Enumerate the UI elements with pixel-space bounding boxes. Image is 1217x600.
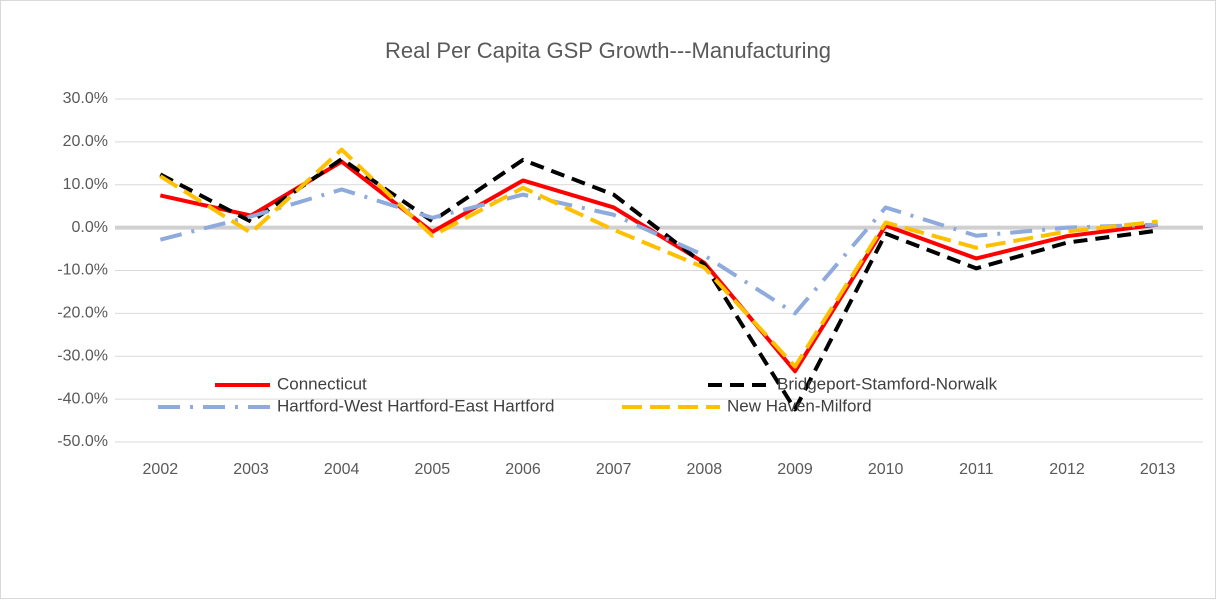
y-tick-label: 20.0% <box>63 133 108 150</box>
x-tick-label: 2004 <box>324 461 360 478</box>
series-line <box>159 147 1158 369</box>
legend-label: Connecticut <box>277 374 367 393</box>
y-tick-label: -30.0% <box>57 347 108 364</box>
series-line <box>159 157 1158 412</box>
y-tick-label: 10.0% <box>63 176 108 193</box>
y-tick-label: -50.0% <box>57 433 108 450</box>
y-tick-label: -20.0% <box>57 305 108 322</box>
x-tick-label: 2009 <box>777 461 813 478</box>
legend-label: Hartford-West Hartford-East Hartford <box>277 396 554 415</box>
y-tick-label: -10.0% <box>57 262 108 279</box>
y-tick-label: 0.0% <box>72 219 108 236</box>
x-tick-label: 2010 <box>868 461 904 478</box>
x-tick-label: 2007 <box>596 461 632 478</box>
legend-label: New Haven-Milford <box>727 396 872 415</box>
x-tick-label: 2011 <box>959 461 994 478</box>
x-tick-label: 2002 <box>143 461 179 478</box>
x-tick-label: 2005 <box>415 461 451 478</box>
x-tick-label: 2012 <box>1049 461 1085 478</box>
y-tick-label: -40.0% <box>57 390 108 407</box>
x-tick-label: 2006 <box>505 461 541 478</box>
x-tick-label: 2013 <box>1140 461 1176 478</box>
chart-title: Real Per Capita GSP Growth---Manufacturi… <box>385 38 831 63</box>
x-tick-label: 2008 <box>687 461 723 478</box>
y-tick-label: 30.0% <box>63 90 108 107</box>
x-tick-label: 2003 <box>233 461 269 478</box>
legend-label: Bridgeport-Stamford-Norwalk <box>777 374 998 393</box>
series-line <box>159 159 1158 374</box>
